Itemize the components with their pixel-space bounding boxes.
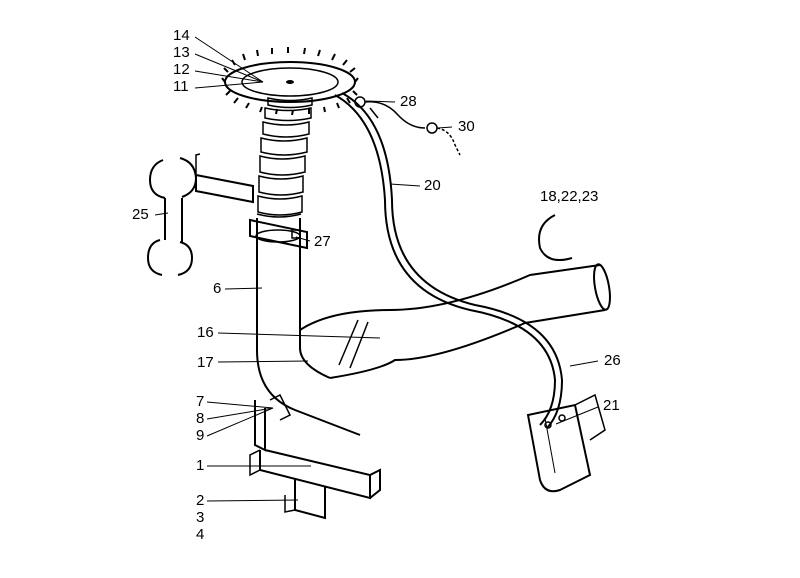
- top-disc: [222, 47, 358, 115]
- callout-2: 2: [196, 492, 204, 509]
- deflector: [528, 395, 605, 491]
- callout-21: 21: [603, 397, 620, 414]
- snap-ring: [539, 215, 572, 260]
- callout-8: 8: [196, 410, 204, 427]
- callout-20: 20: [424, 177, 441, 194]
- lower-support: [250, 395, 380, 518]
- callout-7: 7: [196, 393, 204, 410]
- callout-30: 30: [458, 118, 475, 135]
- callout-27: 27: [314, 233, 331, 250]
- callout-11: 11: [173, 78, 189, 95]
- callout-16: 16: [197, 324, 214, 341]
- callout-17: 17: [197, 354, 214, 371]
- callout-3: 3: [196, 509, 204, 526]
- callout-1: 1: [196, 457, 204, 474]
- left-bracket: [148, 154, 253, 275]
- callout-25: 25: [132, 206, 149, 223]
- technical-drawing-svg: [0, 0, 800, 573]
- callout-26: 26: [604, 352, 621, 369]
- callout-13: 13: [173, 44, 190, 61]
- callout-28: 28: [400, 93, 417, 110]
- callout-9: 9: [196, 427, 204, 444]
- callout-4: 4: [196, 526, 204, 543]
- callout-18-22-23: 18,22,23: [540, 188, 598, 205]
- callout-6: 6: [213, 280, 221, 297]
- diagram-container: 14 13 12 11 28 30 25 20 18,22,23 27 6 16…: [0, 0, 800, 573]
- thin-hose: [335, 93, 562, 428]
- callout-12: 12: [173, 61, 190, 78]
- branch-tube: [300, 263, 613, 378]
- callout-14: 14: [173, 27, 190, 44]
- bellows: [257, 98, 312, 217]
